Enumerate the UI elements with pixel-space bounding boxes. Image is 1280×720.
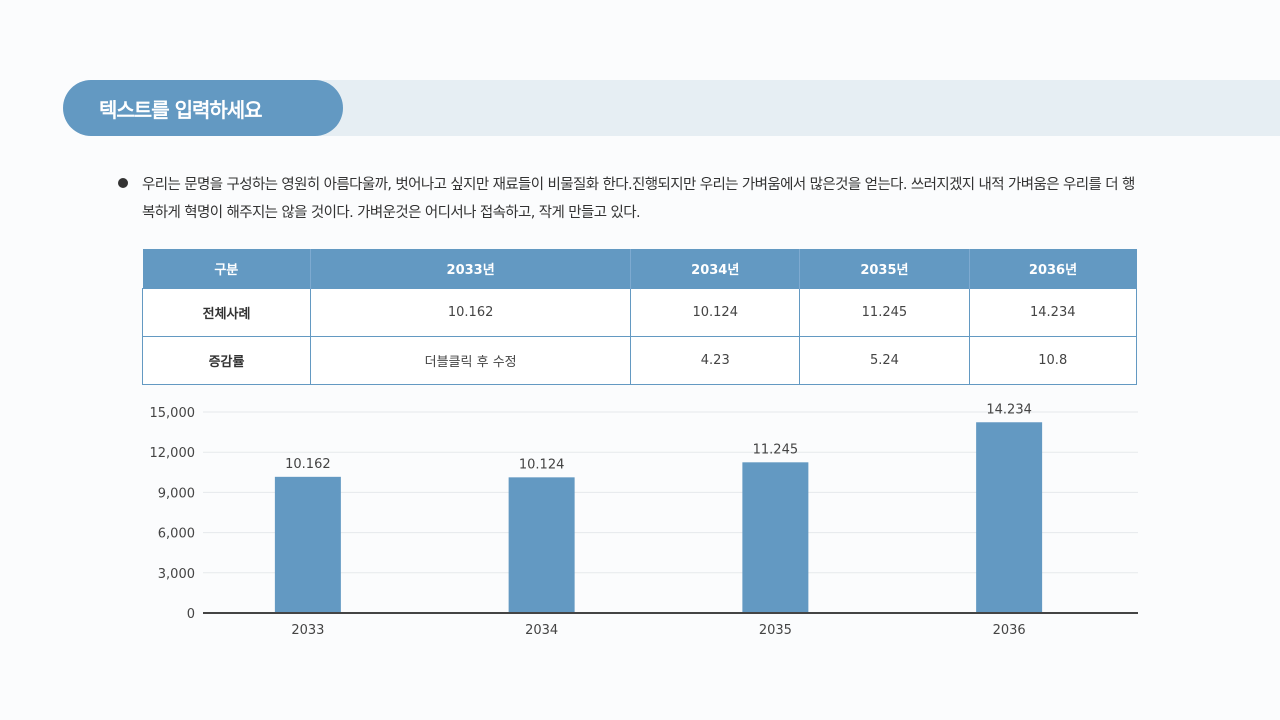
x-tick-label: 2034 — [525, 623, 558, 638]
y-tick-label: 9,000 — [158, 486, 195, 501]
table-cell: 증감률 — [141, 335, 312, 385]
y-tick-label: 3,000 — [158, 567, 195, 582]
table-header: 2036년 — [968, 249, 1137, 288]
data-label: 10.124 — [519, 457, 565, 472]
table-header: 2033년 — [310, 249, 631, 288]
y-tick-label: 6,000 — [158, 527, 195, 542]
y-tick-label: 0 — [187, 607, 195, 622]
table-cell[interactable]: 10.124 — [630, 287, 801, 337]
y-tick-label: 15,000 — [150, 406, 196, 421]
data-label: 11.245 — [753, 442, 799, 457]
body-paragraph: 우리는 문명을 구성하는 영원히 아름다울까, 벗어나고 싶지만 재료들이 비물… — [142, 177, 1135, 221]
x-tick-label: 2033 — [291, 623, 324, 638]
page-title: 텍스트를 입력하세요 — [63, 80, 343, 136]
table-header: 2034년 — [630, 249, 800, 288]
table-cell[interactable]: 4.23 — [630, 335, 801, 385]
data-table: 구분 2033년 2034년 2035년 2036년 전체사례 10.162 1… — [141, 249, 1137, 385]
bullet-icon — [118, 178, 128, 188]
table-cell[interactable]: 5.24 — [799, 335, 970, 385]
table-cell[interactable]: 더블클릭 후 수정 — [310, 335, 632, 385]
table-cell[interactable]: 10.162 — [310, 287, 632, 337]
table-row: 증감률 더블클릭 후 수정 4.23 5.24 10.8 — [141, 335, 1137, 385]
bar — [274, 476, 341, 613]
bar — [508, 477, 575, 613]
table-cell[interactable]: 10.8 — [968, 335, 1137, 385]
data-label: 14.234 — [986, 402, 1032, 417]
table-cell[interactable]: 14.234 — [968, 287, 1137, 337]
table-row: 전체사례 10.162 10.124 11.245 14.234 — [141, 287, 1137, 337]
bar — [742, 462, 809, 613]
bar — [976, 422, 1043, 613]
y-tick-label: 12,000 — [150, 446, 196, 461]
table-cell: 전체사례 — [141, 287, 312, 337]
data-label: 10.162 — [285, 457, 331, 472]
x-tick-label: 2035 — [759, 623, 792, 638]
x-tick-label: 2036 — [993, 623, 1026, 638]
table-cell[interactable]: 11.245 — [799, 287, 970, 337]
table-header: 구분 — [142, 249, 311, 288]
table-header: 2035년 — [799, 249, 969, 288]
